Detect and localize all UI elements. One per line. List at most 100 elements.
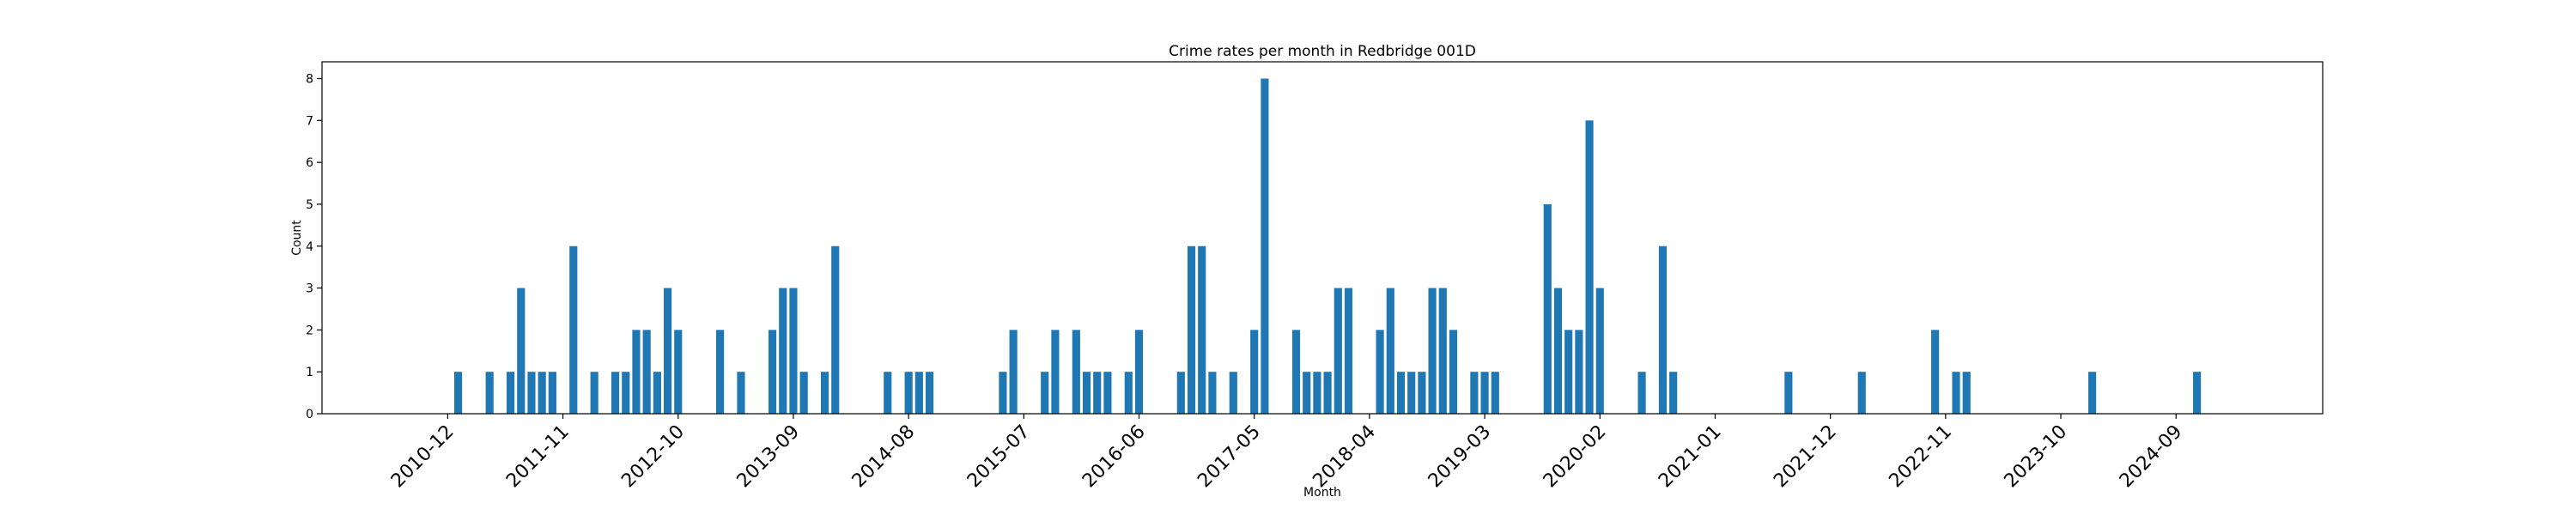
bar-2016-01 (1082, 372, 1091, 414)
x-tick-label: 2020-02 (1540, 421, 1611, 493)
y-tick-label: 3 (306, 282, 313, 296)
x-tick-label: 2013-09 (733, 421, 805, 493)
bar-2017-03 (1229, 372, 1237, 414)
bar-2017-06 (1261, 78, 1269, 415)
bar-2015-09 (1041, 372, 1049, 414)
bar-2017-12 (1323, 372, 1332, 414)
bar-2011-06 (507, 372, 515, 414)
bar-2020-01 (1585, 120, 1594, 414)
bar-2012-02 (590, 372, 598, 414)
x-axis: 2010-12 2011-11 2012-10 2013-09 2014-08 2015-… (387, 414, 2186, 492)
bar-2022-10 (1931, 330, 1940, 414)
bar-2016-02 (1093, 372, 1102, 414)
y-tick-label: 1 (306, 366, 313, 379)
bar-2013-10 (799, 372, 808, 414)
bar-2015-06 (1009, 330, 1018, 414)
y-tick-label: 6 (306, 156, 313, 170)
x-tick-label: 2022-11 (1885, 421, 1956, 493)
bar-2012-08 (653, 372, 661, 414)
bar-2012-05 (622, 372, 630, 414)
x-tick-label: 2012-10 (617, 421, 689, 493)
bar-2013-07 (768, 330, 777, 414)
y-tick-label: 7 (306, 114, 313, 128)
bar-2019-12 (1575, 330, 1583, 414)
bar-2019-11 (1564, 330, 1573, 414)
x-tick-label: 2019-03 (1425, 421, 1496, 493)
bar-2024-01 (2088, 372, 2097, 414)
y-axis-label: Count (290, 220, 304, 256)
bar-2013-04 (737, 372, 745, 414)
x-tick-label: 2018-04 (1309, 421, 1380, 493)
x-tick-label: 2011-11 (502, 421, 574, 493)
x-tick-label: 2015-07 (963, 421, 1035, 493)
bar-2020-02 (1595, 288, 1604, 414)
bar-2016-06 (1134, 330, 1144, 414)
bar-2012-10 (674, 330, 683, 414)
bar-2013-09 (789, 288, 798, 414)
bar-2011-12 (569, 245, 578, 414)
bar-2011-09 (538, 372, 546, 414)
bar-2012-07 (642, 330, 651, 414)
x-tick-label: 2023-10 (2001, 421, 2072, 493)
bar-2014-06 (884, 372, 892, 414)
y-tick-label: 0 (306, 408, 313, 421)
bar-2011-01 (454, 372, 463, 414)
bar-2018-06 (1386, 288, 1394, 414)
bar-2018-05 (1376, 330, 1384, 414)
bar-2015-05 (999, 372, 1007, 414)
bar-2019-04 (1491, 372, 1499, 414)
bar-2023-01 (1962, 372, 1971, 414)
bar-2013-02 (715, 330, 725, 414)
x-axis-label: Month (1303, 486, 1341, 500)
bar-2018-02 (1344, 288, 1353, 414)
bar-2016-11 (1187, 245, 1196, 414)
y-tick-label: 4 (306, 240, 313, 254)
bar-2016-12 (1198, 245, 1206, 414)
bar-2014-10 (925, 372, 934, 414)
chart-title: Crime rates per month in Redbridge 001D (1169, 43, 1476, 60)
bar-2018-12 (1449, 330, 1458, 414)
bar-2014-09 (914, 372, 923, 414)
bar-2015-10 (1051, 330, 1060, 414)
bar-2018-07 (1396, 372, 1406, 414)
x-tick-label: 2017-05 (1194, 421, 1265, 493)
bar-2018-11 (1438, 288, 1447, 414)
bar-2022-12 (1952, 372, 1960, 414)
bar-2017-10 (1303, 372, 1311, 414)
bar-2012-04 (611, 372, 620, 414)
bar-2019-03 (1480, 372, 1489, 414)
bar-2013-12 (820, 372, 829, 414)
bar-2015-12 (1072, 330, 1080, 414)
bar-2017-11 (1313, 372, 1321, 414)
bar-2020-06 (1637, 372, 1646, 414)
bar-2017-09 (1291, 330, 1301, 414)
bar-2013-08 (779, 288, 787, 414)
bar-2012-09 (663, 288, 672, 414)
bar-2019-02 (1470, 372, 1479, 414)
bar-2020-08 (1658, 245, 1668, 414)
bar-2011-07 (517, 288, 526, 414)
y-tick-label: 5 (306, 198, 313, 212)
bar-2011-04 (485, 372, 494, 414)
bar-2019-09 (1543, 203, 1552, 414)
bar-2018-08 (1407, 372, 1416, 414)
bar-2011-08 (527, 372, 536, 414)
x-tick-label: 2024-09 (2116, 421, 2187, 493)
y-axis: 0 1 2 3 4 5 6 7 8 (306, 73, 322, 421)
bar-2011-10 (548, 372, 556, 414)
bar-2024-11 (2193, 372, 2202, 414)
bar-2014-01 (831, 245, 840, 414)
bar-2017-01 (1208, 372, 1217, 414)
bar-2016-03 (1103, 372, 1112, 414)
bar-2016-10 (1176, 372, 1185, 414)
bar-2018-09 (1418, 372, 1426, 414)
bar-2016-05 (1124, 372, 1133, 414)
bar-2018-10 (1428, 288, 1437, 414)
x-tick-label: 2021-01 (1655, 421, 1726, 493)
bar-2019-10 (1553, 288, 1563, 414)
bar-2020-09 (1669, 372, 1678, 414)
x-tick-label: 2021-12 (1770, 421, 1841, 493)
x-tick-label: 2014-08 (848, 421, 920, 493)
y-tick-label: 8 (306, 73, 313, 87)
